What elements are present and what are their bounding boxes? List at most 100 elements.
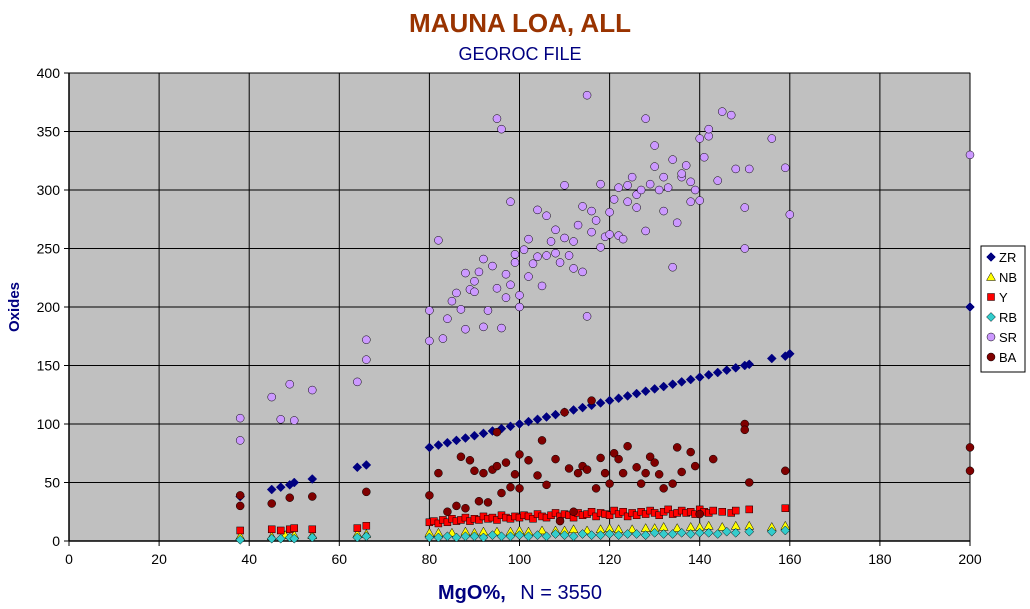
point-zr — [613, 393, 624, 404]
point-rb — [766, 526, 777, 537]
y-tick-label: 50 — [44, 475, 60, 491]
point-sr — [443, 314, 452, 323]
point-sr — [519, 245, 529, 254]
x-tick-label: 0 — [65, 551, 73, 567]
point-ba — [587, 396, 596, 405]
point-rb — [703, 527, 714, 538]
point-ba — [235, 501, 245, 511]
point-ba — [632, 463, 641, 472]
point-sr — [623, 181, 632, 190]
point-zr — [703, 370, 714, 380]
point-y — [529, 515, 537, 523]
point-zr — [640, 386, 651, 397]
point-ba — [425, 491, 434, 500]
point-sr — [542, 211, 551, 220]
point-rb — [658, 529, 669, 539]
point-sr — [587, 227, 596, 237]
point-sr — [641, 226, 650, 236]
y-tick-label: 0 — [52, 533, 60, 549]
point-sr — [564, 251, 574, 260]
legend-marker-nb — [986, 271, 996, 281]
point-sr — [235, 413, 245, 423]
point-zr — [433, 440, 444, 450]
point-rb — [676, 527, 687, 538]
point-ba — [614, 454, 623, 464]
point-sr — [740, 244, 749, 253]
point-sr — [569, 264, 578, 273]
point-rb — [433, 532, 444, 543]
point-zr — [451, 435, 462, 446]
point-ba — [452, 501, 461, 511]
legend-box — [980, 245, 1026, 373]
point-rb — [550, 529, 561, 539]
y-tick-label: 400 — [37, 65, 61, 81]
legend-label-zr: ZR — [999, 250, 1016, 265]
point-rb — [307, 532, 318, 543]
point-sr — [965, 150, 975, 160]
point-ba — [645, 452, 655, 462]
point-zr — [730, 362, 741, 373]
point-rb — [541, 531, 552, 542]
point-y — [664, 505, 672, 514]
point-sr — [438, 334, 448, 343]
point-sr — [470, 287, 479, 297]
point-sr — [681, 161, 691, 170]
point-y — [619, 508, 627, 516]
point-zr — [577, 402, 588, 413]
point-sr — [267, 392, 276, 402]
point-sr — [699, 152, 709, 162]
point-ba — [461, 503, 470, 513]
point-y — [731, 506, 740, 515]
point-ba — [654, 470, 664, 479]
point-rb — [780, 525, 791, 536]
point-sr — [362, 335, 371, 345]
point-y — [362, 522, 371, 530]
point-sr — [542, 251, 551, 260]
point-sr — [515, 302, 524, 312]
point-rb — [532, 530, 543, 541]
point-ba — [501, 458, 511, 467]
point-sr — [425, 336, 434, 346]
point-ba — [659, 484, 668, 493]
x-tick-label: 120 — [598, 551, 622, 567]
point-ba — [623, 441, 632, 451]
point-sr — [573, 220, 583, 230]
point-ba — [465, 456, 475, 465]
point-sr — [605, 207, 614, 217]
point-sr — [614, 183, 623, 192]
point-ba — [470, 466, 479, 476]
point-zr — [631, 388, 642, 399]
point-rb — [275, 533, 286, 544]
point-sr — [479, 322, 488, 332]
point-ba — [600, 468, 610, 478]
point-ba — [695, 509, 704, 519]
point-zr — [694, 372, 705, 383]
point-zr — [712, 367, 723, 378]
point-ba — [515, 484, 524, 493]
x-axis-label-main: MgO%, — [438, 582, 506, 604]
x-tick-label: 60 — [332, 551, 348, 567]
point-zr — [266, 484, 277, 495]
point-sr — [497, 323, 506, 333]
legend-label-y: Y — [999, 290, 1008, 305]
point-ba — [740, 425, 749, 435]
point-ba — [267, 499, 276, 508]
point-ba — [492, 461, 502, 471]
point-sr — [479, 254, 488, 264]
point-rb — [730, 527, 741, 538]
point-zr — [721, 365, 732, 376]
point-nb — [717, 521, 728, 531]
point-sr — [609, 195, 619, 204]
y-axis-label: Oxides — [6, 282, 23, 332]
point-sr — [452, 288, 461, 298]
point-ba — [524, 456, 533, 465]
point-sr — [672, 218, 682, 228]
point-sr — [641, 114, 650, 123]
point-zr — [514, 419, 525, 429]
point-ba — [745, 478, 754, 487]
point-sr — [551, 225, 560, 235]
point-sr — [353, 377, 362, 387]
legend: ZR NB Y RB SR BA — [980, 245, 1026, 373]
point-rb — [694, 527, 705, 538]
point-rb — [685, 529, 696, 539]
